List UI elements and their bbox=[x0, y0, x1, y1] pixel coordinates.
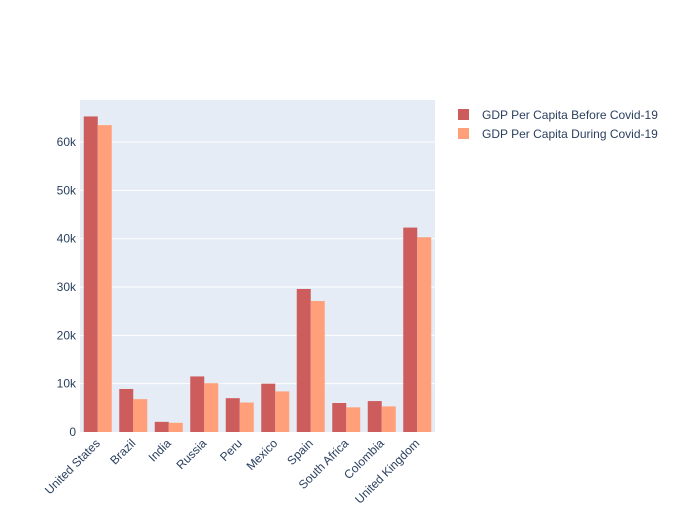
gridlines bbox=[80, 141, 435, 385]
bar bbox=[367, 401, 382, 432]
y-tick-label: 50k bbox=[57, 183, 77, 197]
bars bbox=[83, 116, 432, 433]
legend-item[interactable]: GDP Per Capita Before Covid-19 bbox=[458, 108, 658, 122]
x-tick-label: Russia bbox=[174, 436, 210, 472]
x-tick-label: United States bbox=[42, 436, 103, 497]
bar bbox=[310, 301, 325, 432]
bar bbox=[97, 125, 112, 432]
bar bbox=[261, 383, 276, 432]
legend-swatch bbox=[458, 109, 469, 120]
bar bbox=[119, 388, 134, 432]
bar bbox=[83, 116, 98, 433]
y-tick-label: 0 bbox=[69, 425, 76, 439]
bar bbox=[417, 237, 432, 432]
x-tick-label: United Kingdom bbox=[352, 436, 422, 506]
plot-area bbox=[80, 100, 435, 432]
legend[interactable]: GDP Per Capita Before Covid-19 GDP Per Ca… bbox=[458, 108, 658, 141]
x-tick-label: Peru bbox=[217, 436, 245, 464]
y-tick-label: 10k bbox=[57, 377, 77, 391]
legend-label: GDP Per Capita Before Covid-19 bbox=[482, 108, 658, 122]
bar bbox=[332, 403, 347, 432]
bar bbox=[225, 398, 240, 432]
y-axis-ticks: 0 10k 20k 30k 40k 50k 60k bbox=[57, 135, 77, 439]
y-tick-label: 40k bbox=[57, 232, 77, 246]
bar bbox=[346, 407, 361, 432]
x-tick-label: Brazil bbox=[107, 436, 138, 467]
x-tick-label: India bbox=[146, 436, 175, 465]
bar bbox=[168, 422, 183, 432]
bar bbox=[239, 402, 254, 432]
bar bbox=[296, 288, 311, 432]
bar bbox=[154, 421, 169, 432]
bar bbox=[133, 399, 148, 432]
legend-swatch bbox=[458, 128, 469, 139]
x-axis-ticks: United States Brazil India Russia PeruMexico… bbox=[42, 436, 422, 507]
y-tick-label: 20k bbox=[57, 328, 77, 342]
x-tick-label: Mexico bbox=[244, 436, 281, 473]
bar bbox=[190, 376, 205, 432]
bar bbox=[403, 227, 418, 432]
y-tick-label: 60k bbox=[57, 135, 77, 149]
x-tick-label: Spain bbox=[284, 436, 316, 468]
bar bbox=[275, 391, 290, 432]
bar bbox=[204, 383, 219, 432]
y-tick-label: 30k bbox=[57, 280, 77, 294]
legend-item[interactable]: GDP Per Capita During Covid-19 bbox=[458, 127, 658, 141]
bar bbox=[381, 406, 396, 432]
legend-label: GDP Per Capita During Covid-19 bbox=[482, 127, 658, 141]
